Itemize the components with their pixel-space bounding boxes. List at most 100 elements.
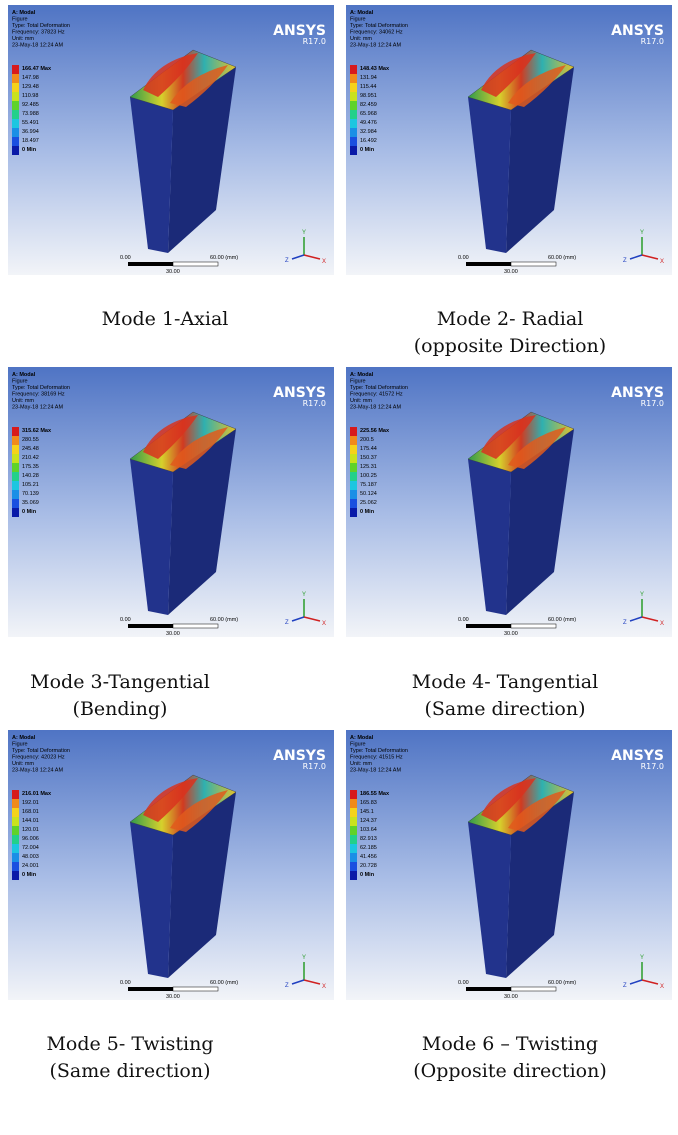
axis-label-x: X: [322, 984, 326, 990]
scale-bar-dark: [128, 262, 173, 266]
legend-label: 105.21: [22, 482, 39, 488]
header-line: Frequency: 38169 Hz: [12, 392, 65, 398]
axis-label-y: Y: [640, 230, 644, 236]
scale-start: 0.00: [458, 255, 469, 261]
legend-swatch: [350, 862, 357, 871]
legend-label: 129.48: [22, 84, 39, 90]
header-line: Type: Total Deformation: [350, 23, 408, 29]
legend-swatch: [12, 445, 19, 454]
legend-swatch: [12, 128, 19, 137]
legend-label: 110.98: [22, 93, 38, 99]
axis-label-y: Y: [302, 230, 306, 236]
legend-swatch: [350, 490, 357, 499]
axis-label-z: Z: [285, 983, 289, 989]
legend-label: 175.35: [22, 464, 39, 470]
caption-line: Mode 3-Tangential: [30, 671, 210, 693]
header-line: 23-May-18 12:24 AM: [350, 768, 401, 774]
caption-line: Mode 1-Axial: [102, 308, 229, 330]
ansys-version: R17.0: [641, 37, 664, 46]
legend-swatch: [12, 137, 19, 146]
legend-label: 140.28: [22, 473, 39, 479]
scale-end: 60.00 (mm): [548, 980, 576, 986]
legend-label: 82.913: [360, 836, 377, 842]
scale-mid: 30.00: [166, 994, 180, 1000]
legend-swatch: [350, 92, 357, 101]
legend-label: 148.43 Max: [360, 66, 390, 72]
scale-mid: 30.00: [166, 631, 180, 637]
legend-swatch: [12, 146, 19, 155]
legend-label: 131.94: [360, 75, 377, 81]
scale-bar-light: [511, 987, 556, 991]
scale-bar-dark: [466, 624, 511, 628]
axis-label-x: X: [322, 259, 326, 265]
legend-label: 96.006: [22, 836, 39, 842]
legend-label: 192.01: [22, 800, 39, 806]
legend-swatch: [12, 826, 19, 835]
legend-swatch: [12, 119, 19, 128]
header-line: A: Modal: [12, 372, 36, 378]
legend-label: 18.497: [22, 138, 39, 144]
header-line: Unit: mm: [350, 761, 372, 767]
legend-label: 48.003: [22, 854, 39, 860]
legend-swatch: [12, 92, 19, 101]
scale-bar-light: [511, 262, 556, 266]
legend-label: 144.01: [22, 818, 39, 824]
legend-swatch: [350, 472, 357, 481]
legend-label: 166.47 Max: [22, 66, 52, 72]
header-line: A: Modal: [350, 372, 374, 378]
header-line: Type: Total Deformation: [350, 748, 408, 754]
legend-label: 150.37: [360, 455, 377, 461]
legend-label: 0 Min: [22, 509, 37, 515]
scale-end: 60.00 (mm): [548, 617, 576, 623]
legend-label: 186.55 Max: [360, 791, 390, 797]
legend-swatch: [350, 835, 357, 844]
header-line: Unit: mm: [350, 36, 372, 42]
legend-label: 55.491: [22, 120, 39, 126]
axis-label-y: Y: [640, 592, 644, 598]
legend-swatch: [350, 128, 357, 137]
header-line: Frequency: 42023 Hz: [12, 755, 65, 761]
legend-swatch: [350, 799, 357, 808]
scale-end: 60.00 (mm): [548, 255, 576, 261]
header-line: A: Modal: [350, 10, 374, 16]
legend-label: 0 Min: [360, 147, 375, 153]
legend-label: 103.64: [360, 827, 377, 833]
axis-label-x: X: [660, 621, 664, 627]
caption-line: (Bending): [73, 698, 168, 720]
scale-bar-light: [173, 624, 218, 628]
legend-label: 165.83: [360, 800, 377, 806]
header-line: A: Modal: [12, 10, 36, 16]
legend-label: 147.98: [22, 75, 39, 81]
legend-label: 92.485: [22, 102, 39, 108]
legend-swatch: [12, 835, 19, 844]
axis-label-z: Z: [623, 620, 627, 626]
header-line: 23-May-18 12:24 AM: [12, 405, 63, 411]
scale-mid: 30.00: [504, 269, 518, 275]
header-line: Figure: [350, 17, 366, 23]
legend-label: 120.01: [22, 827, 39, 833]
legend-swatch: [350, 146, 357, 155]
legend-swatch: [350, 83, 357, 92]
scale-bar-dark: [466, 987, 511, 991]
header-line: Figure: [350, 742, 366, 748]
ansys-version: R17.0: [303, 762, 326, 771]
caption-line: Mode 4- Tangential: [412, 671, 598, 693]
legend-label: 210.42: [22, 455, 39, 461]
legend-swatch: [350, 871, 357, 880]
scale-bar-light: [173, 987, 218, 991]
scale-start: 0.00: [120, 617, 131, 623]
legend-swatch: [12, 436, 19, 445]
legend-swatch: [12, 454, 19, 463]
legend-swatch: [12, 799, 19, 808]
header-line: Type: Total Deformation: [12, 748, 70, 754]
legend-swatch: [350, 454, 357, 463]
legend-swatch: [12, 508, 19, 517]
ansys-panel: A: ModalFigureType: Total DeformationFre…: [8, 5, 334, 275]
legend-label: 98.951: [360, 93, 377, 99]
legend-swatch: [350, 436, 357, 445]
scale-bar-light: [173, 262, 218, 266]
axis-label-y: Y: [302, 955, 306, 961]
legend-swatch: [12, 844, 19, 853]
